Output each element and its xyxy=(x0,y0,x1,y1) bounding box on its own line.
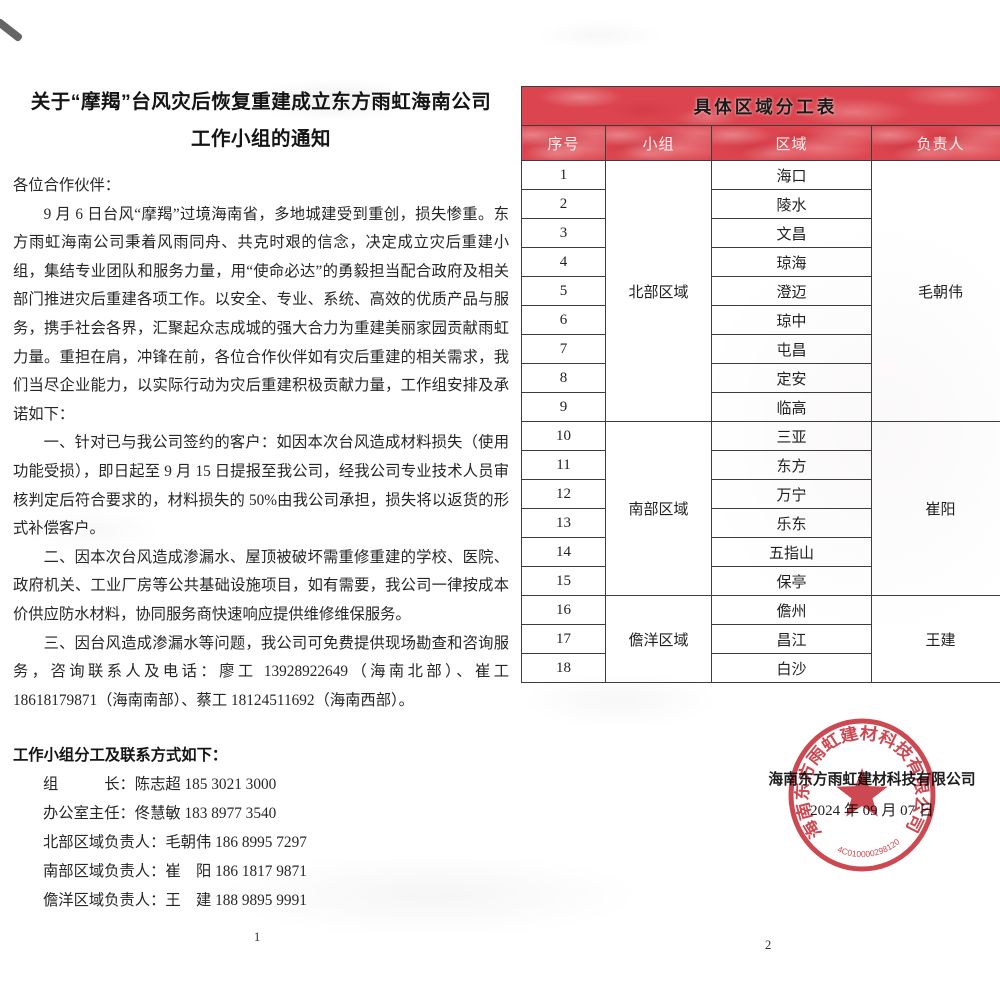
cell-no: 2 xyxy=(521,189,606,219)
cell-region: 三亚 xyxy=(711,421,872,451)
seal-number: 4C010000298120 xyxy=(836,836,902,859)
page-number-right: 2 xyxy=(765,938,772,952)
table-row: 7 屯昌 xyxy=(521,334,1000,364)
notice-title: 关于“摩羯”台风灾后恢复重建成立东方雨虹海南公司 工作小组的通知 xyxy=(13,84,509,158)
cell-region: 五指山 xyxy=(711,537,872,567)
table-row: 3 文昌 xyxy=(521,218,1000,248)
cell-region: 定安 xyxy=(711,363,872,393)
paragraph-item-1: 一、针对已与我公司签约的客户：如因本次台风造成材料损失（使用功能受损），即日起至… xyxy=(13,434,509,538)
table-row: 4 琼海 xyxy=(521,247,1000,277)
notice-document: 关于“摩羯”台风灾后恢复重建成立东方雨虹海南公司 工作小组的通知 各位合作伙伴：… xyxy=(13,84,509,915)
table-row: 15 保亭 xyxy=(521,566,1000,596)
assignment-table: 具体区域分工表 序号 小组 区域 负责人 1 北部区域 海口 毛朝伟 2 陵水 3… xyxy=(521,86,1000,683)
cell-region: 临高 xyxy=(711,392,872,422)
col-header-no: 序号 xyxy=(521,125,606,161)
cell-no: 12 xyxy=(521,479,606,509)
group-cell-south: 南部区域 xyxy=(605,421,712,596)
table-row: 17 昌江 xyxy=(521,624,1000,654)
cell-no: 15 xyxy=(521,566,606,596)
page-number-left: 1 xyxy=(254,930,261,944)
seal-star-icon xyxy=(836,768,888,817)
cell-region: 白沙 xyxy=(711,653,872,683)
leader-cell-danyang: 王建 xyxy=(871,595,1000,683)
cell-region: 琼海 xyxy=(711,247,872,277)
cell-region: 澄迈 xyxy=(711,276,872,306)
contact-line-danyang-lead: 儋洋区域负责人：王 建 188 9895 9991 xyxy=(43,892,307,910)
group-cell-danyang: 儋洋区域 xyxy=(605,595,712,683)
contact-line-north-lead: 北部区域负责人：毛朝伟 186 8995 7297 xyxy=(43,834,307,852)
cell-no: 6 xyxy=(521,305,606,335)
table-row: 10 南部区域 三亚 崔阳 xyxy=(521,421,1000,596)
table-row: 14 五指山 xyxy=(521,537,1000,567)
scan-corner-artifact xyxy=(0,17,24,43)
col-header-leader: 负责人 xyxy=(871,125,1000,161)
paragraph-item-2: 二、因本次台风造成渗漏水、屋顶被破坏需重修重建的学校、医院、政府机关、工业厂房等… xyxy=(13,548,509,623)
cell-region: 昌江 xyxy=(711,624,872,654)
leader-cell-north: 毛朝伟 xyxy=(871,160,1000,422)
cell-region: 海口 xyxy=(711,160,872,190)
seal-circle xyxy=(788,718,936,872)
col-header-region: 区域 xyxy=(711,125,872,161)
svg-text:4C010000298120: 4C010000298120 xyxy=(836,836,902,859)
cell-no: 17 xyxy=(521,624,606,654)
table-row: 6 琼中 xyxy=(521,305,1000,335)
cell-no: 16 xyxy=(521,595,606,625)
signature-company: 海南东方雨虹建材科技有限公司 xyxy=(768,772,976,788)
cell-no: 14 xyxy=(521,537,606,567)
cell-no: 5 xyxy=(521,276,606,306)
contact-line-south-lead: 南部区域负责人：崔 阳 186 1817 9871 xyxy=(43,863,307,881)
assignment-table-wrap: 具体区域分工表 序号 小组 区域 负责人 1 北部区域 海口 毛朝伟 2 陵水 3… xyxy=(521,86,1000,683)
table-row: 2 陵水 xyxy=(521,189,1000,219)
table-row: 16 儋洋区域 儋州 王建 xyxy=(521,595,1000,683)
cell-no: 10 xyxy=(521,421,606,451)
cell-no: 9 xyxy=(521,392,606,422)
notice-title-line2: 工作小组的通知 xyxy=(190,128,331,150)
paragraph-item-3: 三、因台风造成渗漏水等问题，我公司可免费提供现场勘查和咨询服务，咨询联系人及电话… xyxy=(13,634,509,709)
table-row: 5 澄迈 xyxy=(521,276,1000,306)
paragraph-intro: 9 月 6 日台风“摩羯”过境海南省，多地城建受到重创，损失惨重。东方雨虹海南公… xyxy=(13,205,509,423)
table-row: 18 白沙 xyxy=(521,653,1000,683)
cell-no: 11 xyxy=(521,450,606,480)
leader-cell-south: 崔阳 xyxy=(871,421,1000,596)
cell-region: 儋州 xyxy=(711,595,872,625)
contact-line-office-director: 办公室主任：佟慧敏 183 8977 3540 xyxy=(43,805,277,823)
cell-region: 陵水 xyxy=(711,189,872,219)
cell-no: 3 xyxy=(521,218,606,248)
cell-region: 琼中 xyxy=(711,305,872,335)
cell-no: 1 xyxy=(521,160,606,190)
group-cell-north: 北部区域 xyxy=(605,160,712,422)
table-row: 1 北部区域 海口 毛朝伟 xyxy=(521,160,1000,422)
cell-region: 万宁 xyxy=(711,479,872,509)
cell-no: 18 xyxy=(521,653,606,683)
contact-line-leader: 组 长：陈志超 185 3021 3000 xyxy=(43,776,277,794)
cell-no: 13 xyxy=(521,508,606,538)
cell-no: 7 xyxy=(521,334,606,364)
notice-title-line1: 关于“摩羯”台风灾后恢复重建成立东方雨虹海南公司 xyxy=(30,91,492,113)
contacts-subheading: 工作小组分工及联系方式如下： xyxy=(13,747,228,765)
cell-region: 保亭 xyxy=(711,566,872,596)
cell-no: 8 xyxy=(521,363,606,393)
cell-region: 文昌 xyxy=(711,218,872,248)
table-row: 9 临高 xyxy=(521,392,1000,422)
cell-region: 乐东 xyxy=(711,508,872,538)
cell-region: 屯昌 xyxy=(711,334,872,364)
cell-no: 4 xyxy=(521,247,606,277)
table-row: 12 万宁 xyxy=(521,479,1000,509)
table-row: 11 东方 xyxy=(521,450,1000,480)
greeting: 各位合作伙伴： xyxy=(13,177,121,194)
company-seal: 海南东方雨虹建材科技有限公司 4C010000298120 xyxy=(788,718,936,872)
col-header-group: 小组 xyxy=(605,125,712,161)
table-title: 具体区域分工表 xyxy=(521,86,1000,126)
cell-region: 东方 xyxy=(711,450,872,480)
